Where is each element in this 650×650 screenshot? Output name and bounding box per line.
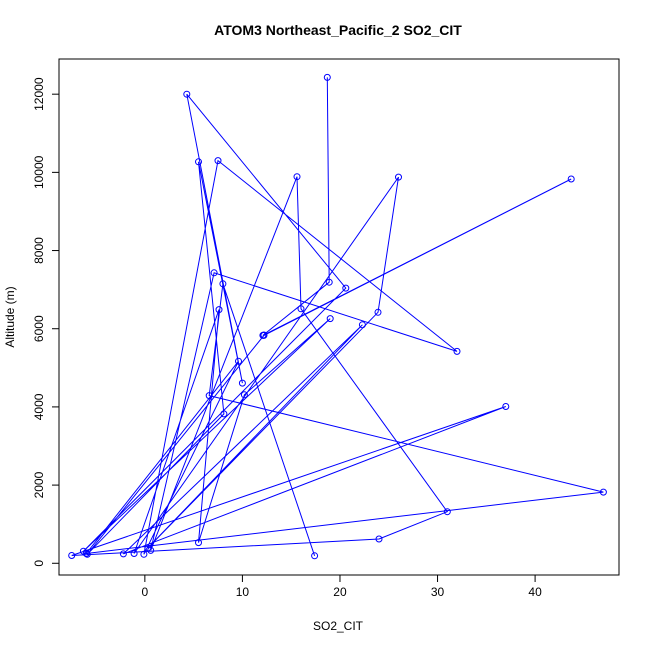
data-point bbox=[82, 550, 90, 557]
data-point bbox=[502, 403, 510, 410]
data-point bbox=[293, 173, 301, 181]
y-tick-label: 8000 bbox=[32, 237, 46, 264]
y-tick-label: 6000 bbox=[32, 315, 46, 342]
data-point bbox=[195, 158, 202, 166]
data-point bbox=[567, 175, 575, 183]
data-point bbox=[323, 73, 331, 81]
data-point bbox=[240, 391, 248, 399]
axes-layer: 0 10 20 30 40 0 2000 4000 6000 8000 10000 12000 bbox=[32, 77, 542, 599]
data-point bbox=[358, 321, 366, 329]
data-point bbox=[140, 550, 148, 558]
y-tick-label: 2000 bbox=[32, 471, 46, 498]
data-point bbox=[220, 410, 228, 418]
x-axis-label: SO2_CIT bbox=[313, 619, 364, 633]
x-tick-label: 10 bbox=[236, 585, 250, 599]
y-tick-label: 4000 bbox=[32, 393, 46, 420]
data-point bbox=[342, 284, 350, 292]
y-tick-label: 0 bbox=[32, 560, 46, 567]
data-point bbox=[326, 315, 334, 323]
y-tick-label: 12000 bbox=[32, 77, 46, 111]
data-point bbox=[210, 269, 218, 277]
data-point bbox=[311, 552, 319, 560]
data-point bbox=[219, 280, 227, 288]
x-tick-label: 20 bbox=[333, 585, 347, 599]
data-point bbox=[325, 278, 333, 286]
data-point bbox=[215, 306, 223, 314]
plot-layer bbox=[68, 73, 607, 560]
data-point bbox=[443, 508, 451, 516]
data-point bbox=[183, 90, 191, 98]
data-point bbox=[205, 392, 213, 400]
y-tick-label: 10000 bbox=[32, 155, 46, 189]
data-point bbox=[147, 546, 155, 554]
data-point bbox=[68, 552, 76, 559]
x-tick-label: 40 bbox=[528, 585, 542, 599]
data-point bbox=[297, 305, 305, 313]
data-point bbox=[238, 379, 246, 387]
chart-title: ATOM3 Northeast_Pacific_2 SO2_CIT bbox=[214, 22, 462, 38]
data-point bbox=[453, 347, 461, 355]
series-line bbox=[71, 77, 604, 556]
data-point bbox=[395, 173, 402, 181]
data-point bbox=[375, 535, 383, 543]
x-tick-label: 30 bbox=[431, 585, 445, 599]
data-point bbox=[119, 550, 127, 558]
data-point bbox=[235, 357, 242, 365]
data-point bbox=[374, 308, 382, 316]
data-point bbox=[599, 488, 607, 496]
y-axis-label: Altitude (m) bbox=[3, 286, 17, 347]
data-point bbox=[214, 157, 222, 165]
data-point bbox=[260, 331, 268, 339]
data-point bbox=[195, 539, 202, 547]
x-tick-label: 0 bbox=[142, 585, 149, 599]
data-point bbox=[130, 550, 138, 557]
